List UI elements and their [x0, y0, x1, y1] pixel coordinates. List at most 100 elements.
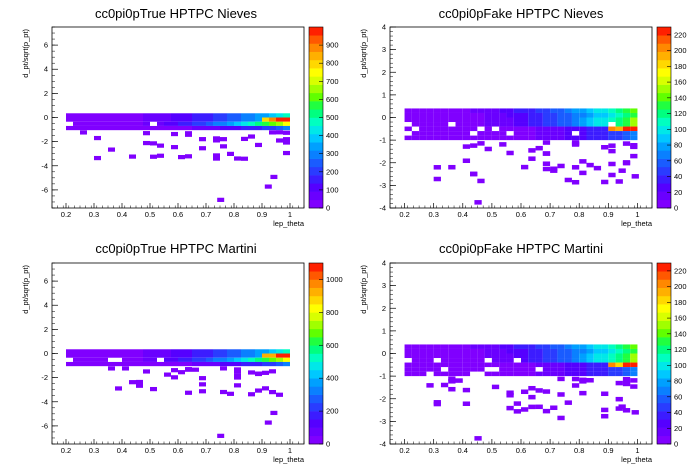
heatmap-cell: [129, 121, 136, 126]
heatmap-cell: [220, 389, 227, 395]
heatmap-cell: [199, 125, 206, 131]
heatmap-cell: [579, 112, 587, 118]
color-scale-frame: [656, 262, 672, 445]
heatmap-cell: [213, 113, 220, 118]
heatmap-cell: [419, 358, 427, 363]
heatmap-cell: [264, 420, 272, 425]
heatmap-cell: [535, 362, 543, 368]
heatmap-cell: [448, 379, 456, 384]
heatmap-cell: [601, 344, 609, 349]
heatmap-cell: [462, 131, 471, 136]
heatmap-cell: [593, 108, 602, 113]
x-tick-label: 0.9: [603, 446, 613, 455]
x-tick-label: 0.9: [257, 210, 267, 219]
heatmap-cell: [491, 362, 500, 368]
heatmap-cell: [586, 126, 594, 132]
heatmap-cell: [108, 147, 115, 152]
heatmap-cell: [199, 113, 206, 118]
heatmap-cell: [192, 367, 199, 372]
heatmap-cell: [477, 353, 485, 359]
heatmap-cell: [248, 113, 255, 118]
color-scale-label: 200: [674, 46, 687, 55]
heatmap-cell: [586, 353, 594, 359]
heatmap-cell: [234, 156, 241, 161]
heatmap-cell: [506, 135, 514, 141]
color-scale-label: 120: [674, 345, 687, 354]
heatmap-cell: [440, 358, 449, 363]
x-tick-label: 1: [288, 446, 292, 455]
heatmap-cell: [528, 404, 536, 410]
heatmap-cell: [433, 176, 441, 182]
heatmap-cell: [276, 138, 283, 143]
heatmap-cell: [269, 125, 276, 131]
heatmap-cell: [178, 349, 185, 354]
heatmap-cell: [470, 112, 478, 118]
heatmap-cell: [411, 108, 420, 113]
heatmap-cell: [586, 367, 594, 372]
heatmap-cell: [276, 357, 283, 362]
heatmap-cell: [171, 131, 178, 137]
heatmap-cell: [513, 117, 521, 123]
heatmap-cell: [178, 154, 185, 160]
color-scale-segment: [309, 166, 323, 176]
heatmap-cell: [150, 357, 157, 362]
heatmap-cell: [185, 390, 192, 395]
heatmap-cell: [206, 117, 213, 122]
heatmap-cell: [270, 174, 278, 180]
heatmap-cell: [419, 367, 427, 372]
heatmap-cell: [122, 349, 129, 354]
heatmap-cell: [477, 122, 485, 127]
color-scale-label: 200: [326, 167, 339, 176]
heatmap-cell: [157, 353, 164, 358]
y-tick-label: -4: [379, 204, 386, 213]
heatmap-cell: [601, 135, 609, 141]
heatmap-cell: [550, 371, 558, 377]
heatmap-cell: [192, 357, 199, 362]
heatmap-cell: [143, 117, 150, 122]
heatmap-cell: [101, 113, 108, 118]
heatmap-cell: [535, 344, 543, 349]
heatmap-cell: [94, 353, 101, 358]
heatmap-cell: [484, 122, 492, 127]
color-scale-label: 20: [674, 188, 682, 197]
heatmap-cell: [419, 344, 427, 349]
heatmap-cell: [419, 362, 427, 368]
y-tick-label: 6: [44, 277, 48, 286]
heatmap-cell: [462, 112, 471, 118]
heatmap-cell: [255, 388, 262, 393]
heatmap-cell: [506, 126, 514, 132]
heatmap-cell: [178, 370, 185, 375]
heatmap-cell: [499, 108, 507, 113]
heatmap-cell: [94, 113, 101, 118]
heatmap-cell: [550, 126, 558, 132]
color-scale-segment: [309, 394, 323, 404]
y-tick-label: 2: [44, 89, 48, 98]
heatmap-cell: [136, 117, 143, 122]
heatmap-cell: [593, 358, 602, 363]
color-scale-label: 60: [674, 392, 682, 401]
heatmap-cell: [462, 117, 471, 123]
heatmap-cell: [411, 348, 420, 354]
heatmap-cell: [528, 353, 536, 359]
heatmap-cell: [542, 367, 551, 372]
color-scale-label: 500: [326, 113, 339, 122]
heatmap-cell: [241, 156, 248, 161]
heatmap-cell: [615, 380, 623, 386]
heatmap-cell: [411, 112, 420, 118]
heatmap-cell: [220, 125, 227, 131]
color-scale-segment: [309, 345, 323, 354]
heatmap-cell: [448, 135, 456, 141]
color-scale-label: 100: [674, 125, 687, 134]
heatmap-cell: [630, 358, 638, 363]
heatmap-cell: [440, 108, 449, 113]
heatmap-cell: [528, 362, 536, 368]
heatmap-cell: [491, 112, 500, 118]
heatmap-cell: [564, 122, 572, 127]
heatmap-cell: [143, 369, 150, 374]
y-tick-label: 1: [382, 326, 386, 335]
y-tick-label: -2: [379, 394, 386, 403]
heatmap-cell: [199, 349, 206, 354]
heatmap-cell: [157, 361, 164, 367]
color-scale-segment: [309, 411, 323, 420]
heatmap-cell: [499, 362, 507, 368]
